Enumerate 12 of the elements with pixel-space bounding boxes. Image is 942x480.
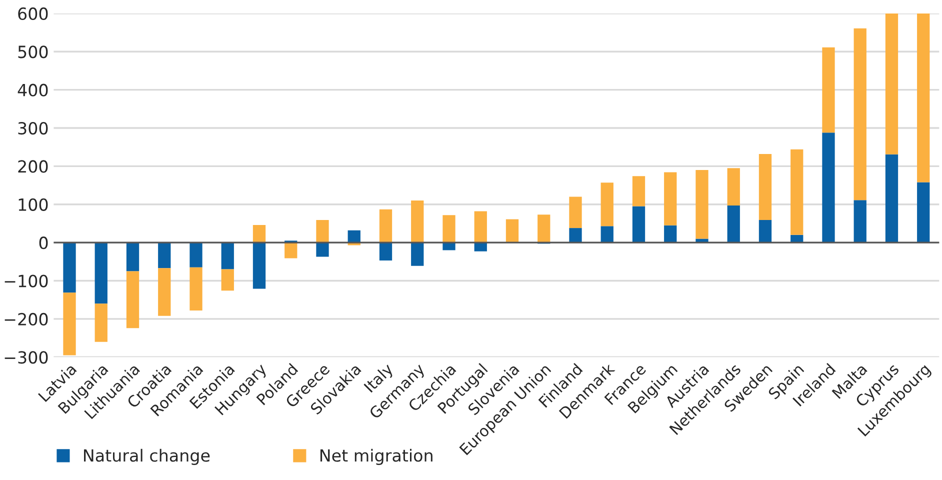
y-tick-label: 200 — [18, 160, 48, 173]
y-tick-label: −300 — [4, 351, 48, 364]
legend-label: Net migration — [320, 448, 432, 465]
y-tick-label: 500 — [18, 46, 48, 58]
y-tick-label: 100 — [18, 198, 48, 211]
y-tick-label: −100 — [4, 274, 48, 288]
y-tick-label: −200 — [4, 312, 48, 326]
y-tick-label: 400 — [18, 84, 48, 96]
y-tick-label: 300 — [18, 122, 48, 135]
legend-label: Natural change — [84, 448, 210, 465]
y-tick-label: 600 — [18, 7, 48, 20]
y-tick-label: 0 — [39, 236, 48, 250]
